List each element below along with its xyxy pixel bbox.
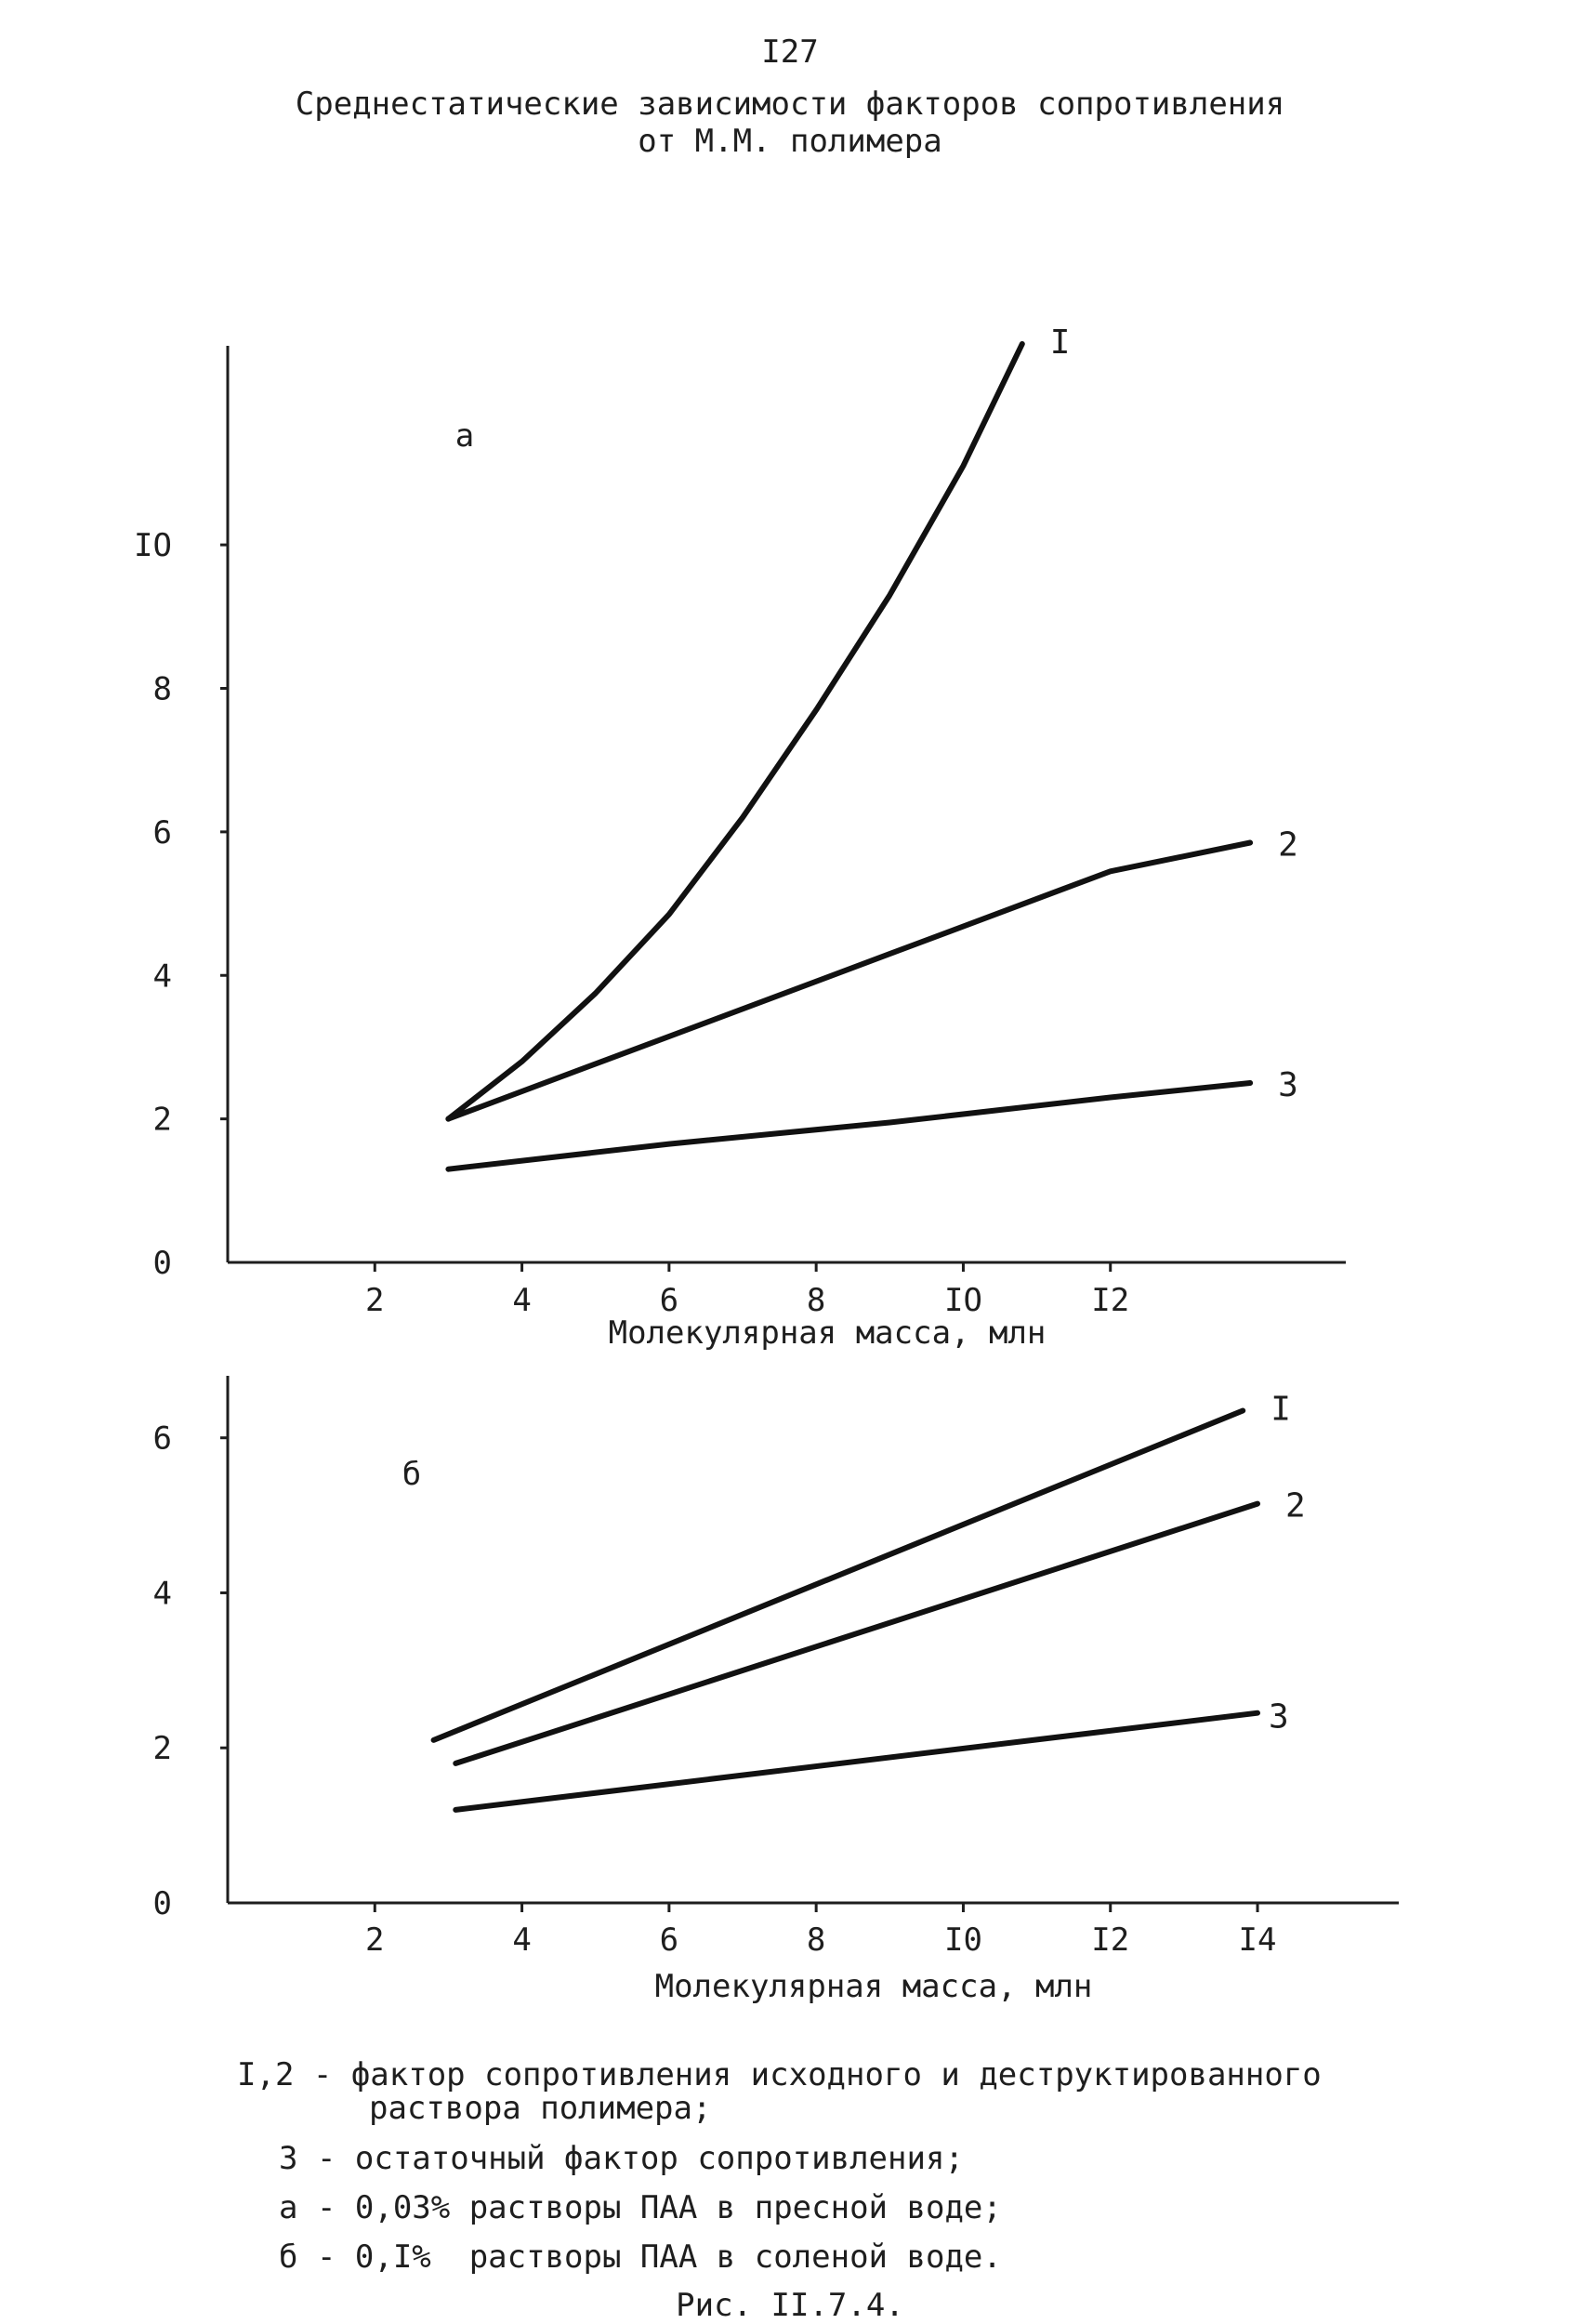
page-title-line-2: от М.М. полимера bbox=[638, 123, 942, 160]
panel-b-y-tick-label: 6 bbox=[153, 1420, 172, 1458]
panel-a-y-tick-label: 2 bbox=[153, 1102, 172, 1139]
panel-b-x-tick-label: 8 bbox=[807, 1921, 825, 1959]
panel-b-x-tick-label: I2 bbox=[1091, 1921, 1129, 1959]
panel-a-x-tick-label: 2 bbox=[365, 1282, 384, 1319]
panel-a-x-tick-label: 4 bbox=[512, 1282, 531, 1319]
panel-a-y-tick-label: 0 bbox=[153, 1245, 172, 1282]
panel-b-series-2-label: 2 bbox=[1285, 1487, 1306, 1525]
panel-b-y-tick-label: 2 bbox=[153, 1730, 172, 1767]
panel-b-series-2-line bbox=[453, 1500, 1260, 1766]
panel-a-x-tick-label: 6 bbox=[660, 1282, 678, 1319]
panel-a-series-3-line bbox=[445, 1080, 1254, 1172]
panel-a-series-2-label: 2 bbox=[1278, 825, 1298, 864]
panel-b-label: б bbox=[402, 1456, 421, 1493]
panel-a-series-3-label: 3 bbox=[1278, 1066, 1298, 1104]
panel-a-series-1-line bbox=[445, 341, 1025, 1122]
panel-a-x-tick-label: 8 bbox=[807, 1282, 825, 1319]
legend-note-3: 3 - остаточный фактор сопротивления; bbox=[279, 2140, 964, 2177]
panel-a-x-axis-label: Молекулярная масса, млн bbox=[609, 1314, 1047, 1352]
panel-b-x-tick-label: 2 bbox=[365, 1921, 384, 1959]
figure-caption: Рис. II.7.4. bbox=[676, 2287, 904, 2324]
page-title-line-1: Среднестатические зависимости факторов с… bbox=[295, 86, 1285, 123]
panel-a-y-tick-label: IO bbox=[134, 527, 172, 564]
panel-b-y-tick-label: 4 bbox=[153, 1575, 172, 1612]
panel-b-x-tick-label: 4 bbox=[512, 1921, 531, 1959]
legend-note-4: а - 0,03% растворы ПАА в пресной воде; bbox=[279, 2189, 1002, 2226]
panel-b-x-axis-label: Молекулярная масса, млн bbox=[655, 1968, 1093, 2005]
panel-a-label: а bbox=[455, 417, 474, 455]
panel-a-y-tick-label: 8 bbox=[153, 671, 172, 708]
legend-note-1: I,2 - фактор сопротивления исходного и д… bbox=[237, 2056, 1322, 2093]
panel-b-series-1-line bbox=[430, 1407, 1246, 1743]
panel-b-x-tick-label: I4 bbox=[1239, 1921, 1277, 1959]
panel-a-series-1-label: I bbox=[1050, 324, 1071, 362]
panel-a-x-tick-label: IO bbox=[944, 1282, 982, 1319]
panel-a-y-tick-label: 6 bbox=[153, 814, 172, 852]
page-number: I27 bbox=[761, 33, 819, 71]
panel-b-y-tick-label: 0 bbox=[153, 1885, 172, 1922]
panel-b-series-3-line bbox=[453, 1710, 1260, 1813]
panel-b-series-1-label: I bbox=[1271, 1391, 1291, 1429]
legend-note-5: б - 0,I% растворы ПАА в соленой воде. bbox=[279, 2238, 1002, 2276]
panel-a-series-2-line bbox=[445, 839, 1254, 1122]
legend-note-2: раствора полимера; bbox=[369, 2090, 712, 2127]
panel-a-y-tick-label: 4 bbox=[153, 957, 172, 995]
panel-b-x-tick-label: 6 bbox=[660, 1921, 678, 1959]
panel-b-series-3-label: 3 bbox=[1269, 1698, 1289, 1736]
panel-b-x-tick-label: I0 bbox=[944, 1921, 982, 1959]
panel-a-x-tick-label: I2 bbox=[1091, 1282, 1129, 1319]
